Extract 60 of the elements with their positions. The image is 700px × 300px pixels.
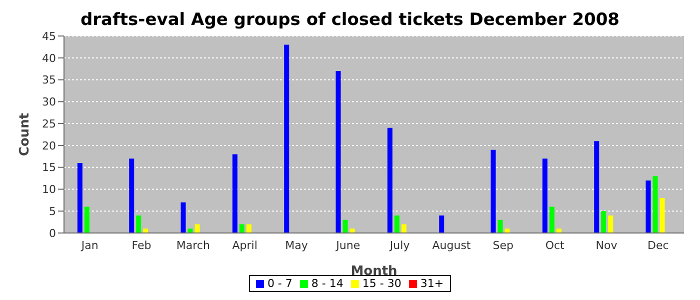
x-tick-label: June (335, 238, 360, 252)
x-tick-label: August (432, 238, 472, 252)
x-tick-label: Jan (80, 238, 98, 252)
bar (652, 176, 658, 233)
y-tick-label: 40 (42, 52, 56, 65)
bar (542, 158, 548, 233)
bar (387, 128, 392, 233)
bar (232, 154, 238, 233)
y-tick-label: 20 (42, 139, 56, 152)
y-tick-label: 15 (42, 161, 56, 174)
bar (84, 206, 90, 233)
bar (401, 224, 406, 233)
bar (498, 220, 503, 233)
bar (394, 215, 400, 233)
bar (239, 224, 244, 233)
y-tick-label: 0 (49, 226, 56, 240)
bar (129, 158, 134, 233)
x-tick-label: Feb (132, 238, 152, 252)
bar (608, 215, 614, 233)
x-axis-title: Month (350, 264, 398, 279)
bar (549, 206, 554, 233)
y-tick-label: 30 (42, 96, 56, 109)
bar (439, 215, 444, 233)
y-tick-label: 45 (42, 30, 56, 43)
chart-title: drafts-eval Age groups of closed tickets December 2008 (80, 10, 620, 30)
x-tick-label: March (176, 238, 210, 252)
x-tick-label: Sep (492, 238, 514, 252)
bar (336, 71, 341, 233)
bar (143, 228, 148, 233)
bar (350, 228, 355, 233)
bar (594, 141, 600, 233)
legend-label: 0 - 7 (266, 277, 292, 290)
y-tick-label: 25 (42, 117, 56, 130)
y-tick-label: 35 (42, 74, 56, 87)
bar (556, 228, 562, 233)
bar (504, 228, 510, 233)
bar (188, 228, 193, 233)
bar (136, 215, 142, 233)
bar (601, 211, 606, 233)
x-tick-label: Dec (648, 238, 669, 252)
y-tick-label: 5 (49, 205, 56, 218)
x-tick-label: April (232, 238, 258, 252)
x-tick-label: July (388, 238, 410, 252)
legend-label: 15 - 30 (361, 277, 402, 290)
bar (342, 220, 348, 233)
bar (180, 202, 186, 233)
x-tick-label: May (285, 238, 308, 252)
bar (246, 224, 252, 233)
y-axis-title: Count (18, 112, 33, 156)
y-tick-label: 10 (42, 183, 56, 196)
x-tick-label: Nov (596, 238, 618, 252)
x-tick-label: Oct (545, 238, 566, 252)
bar (194, 224, 200, 233)
bar (77, 162, 82, 233)
bar (646, 180, 651, 233)
bar (660, 198, 665, 233)
legend-label: 31+ (419, 277, 444, 290)
legend-label: 8 - 14 (310, 277, 344, 290)
bar (490, 150, 496, 233)
bar (284, 44, 290, 233)
